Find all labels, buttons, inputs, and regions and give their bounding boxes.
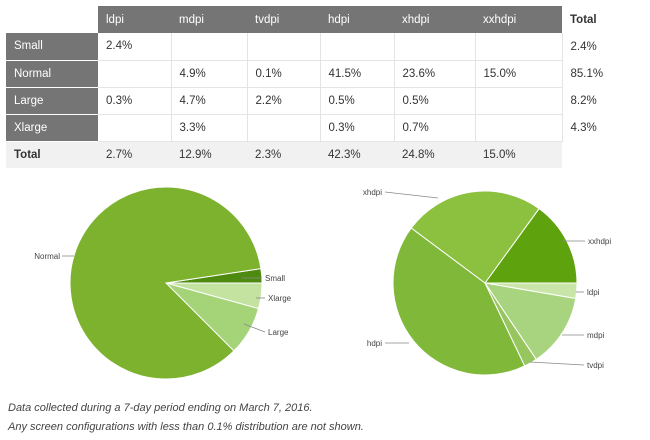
pie-slice-normal [69, 186, 262, 380]
slice-label-hdpi: hdpi [367, 339, 382, 348]
table-cell [98, 114, 172, 142]
table-row: Small 2.4% 2.4% [6, 33, 632, 61]
slice-label-mdpi: mdpi [587, 331, 605, 340]
table-cell: 15.0% [475, 60, 563, 88]
slice-label-normal: Normal [34, 252, 60, 261]
table-cell: 23.6% [394, 60, 476, 88]
table-cell [247, 33, 321, 61]
slice-label-large: Large [268, 328, 289, 337]
screen-density-pie-chart: xxhdpi ldpi mdpi tvdpi hdpi xhdpi [363, 188, 611, 376]
table-cell [475, 87, 563, 115]
table-cell: 0.5% [320, 87, 395, 115]
row-total: 85.1% [570, 67, 604, 80]
column-total: 2.7% [98, 141, 171, 168]
pie-slice-mdpi [483, 282, 577, 361]
table-corner [6, 6, 98, 33]
row-label: Large [6, 87, 98, 115]
table-row: Normal 4.9% 0.1% 41.5% 23.6% 15.0% 85.1% [6, 60, 632, 88]
table-cell: 2.2% [247, 87, 321, 115]
table-cell: 2.4% [98, 33, 172, 61]
column-header: ldpi [98, 6, 171, 33]
distribution-table: ldpi mdpi tvdpi hdpi xhdpi xxhdpi Total … [6, 6, 632, 168]
row-label: Xlarge [6, 114, 98, 142]
table-cell [475, 114, 563, 142]
screen-size-pie-chart: Small Xlarge Large Normal [34, 186, 292, 380]
table-cell [394, 33, 476, 61]
column-header: mdpi [171, 6, 247, 33]
row-total: 4.3% [570, 121, 597, 134]
row-label: Normal [6, 60, 98, 88]
table-cell [98, 60, 172, 88]
slice-label-tvdpi: tvdpi [587, 361, 604, 370]
slice-label-xlarge: Xlarge [268, 294, 292, 303]
table-cell: 0.3% [98, 87, 172, 115]
slice-label-small: Small [265, 274, 285, 283]
column-header: tvdpi [247, 6, 320, 33]
pie-slice-xhdpi [410, 190, 540, 284]
column-header: xxhdpi [475, 6, 562, 33]
table-cell [247, 114, 321, 142]
row-total: 2.4% [570, 40, 597, 53]
data-collection-note: Data collected during a 7-day period end… [8, 402, 313, 414]
column-total: 42.3% [320, 141, 394, 168]
table-cell [320, 33, 395, 61]
table-cell: 4.9% [171, 60, 248, 88]
leader-line-xhdpi [384, 191, 439, 199]
slice-label-ldpi: ldpi [587, 288, 600, 297]
leader-line-large [243, 323, 266, 333]
column-header: xhdpi [394, 6, 475, 33]
totals-row-blank [562, 141, 632, 168]
leader-line-tvdpi [529, 361, 585, 366]
table-row: Xlarge 3.3% 0.3% 0.7% 4.3% [6, 114, 632, 142]
table-cell: 0.5% [394, 87, 476, 115]
table-cell: 41.5% [320, 60, 395, 88]
table-cell [475, 33, 563, 61]
table-cell: 3.3% [171, 114, 248, 142]
table-header-row: ldpi mdpi tvdpi hdpi xhdpi xxhdpi Total [6, 6, 632, 33]
slice-label-xhdpi: xhdpi [363, 188, 382, 197]
column-total: 12.9% [171, 141, 247, 168]
row-total: 8.2% [570, 94, 597, 107]
column-total: 2.3% [247, 141, 320, 168]
slice-label-xxhdpi: xxhdpi [588, 237, 611, 246]
table-cell: 4.7% [171, 87, 248, 115]
table-row: Large 0.3% 4.7% 2.2% 0.5% 0.5% 8.2% [6, 87, 632, 115]
table-cell: 0.3% [320, 114, 395, 142]
total-column-header: Total [562, 6, 632, 33]
totals-row: Total 2.7% 12.9% 2.3% 42.3% 24.8% 15.0% [6, 141, 632, 168]
row-label: Small [6, 33, 98, 61]
column-total: 15.0% [475, 141, 562, 168]
table-cell: 0.7% [394, 114, 476, 142]
totals-row-label: Total [6, 141, 98, 168]
distribution-threshold-note: Any screen configurations with less than… [8, 421, 364, 433]
table-cell [171, 33, 248, 61]
pie-slice-hdpi [392, 227, 526, 376]
column-total: 24.8% [394, 141, 475, 168]
table-cell: 0.1% [247, 60, 321, 88]
column-header: hdpi [320, 6, 394, 33]
